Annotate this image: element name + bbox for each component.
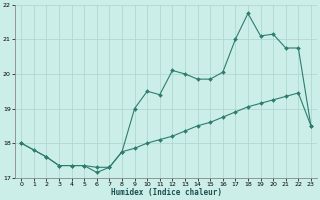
X-axis label: Humidex (Indice chaleur): Humidex (Indice chaleur): [111, 188, 221, 197]
